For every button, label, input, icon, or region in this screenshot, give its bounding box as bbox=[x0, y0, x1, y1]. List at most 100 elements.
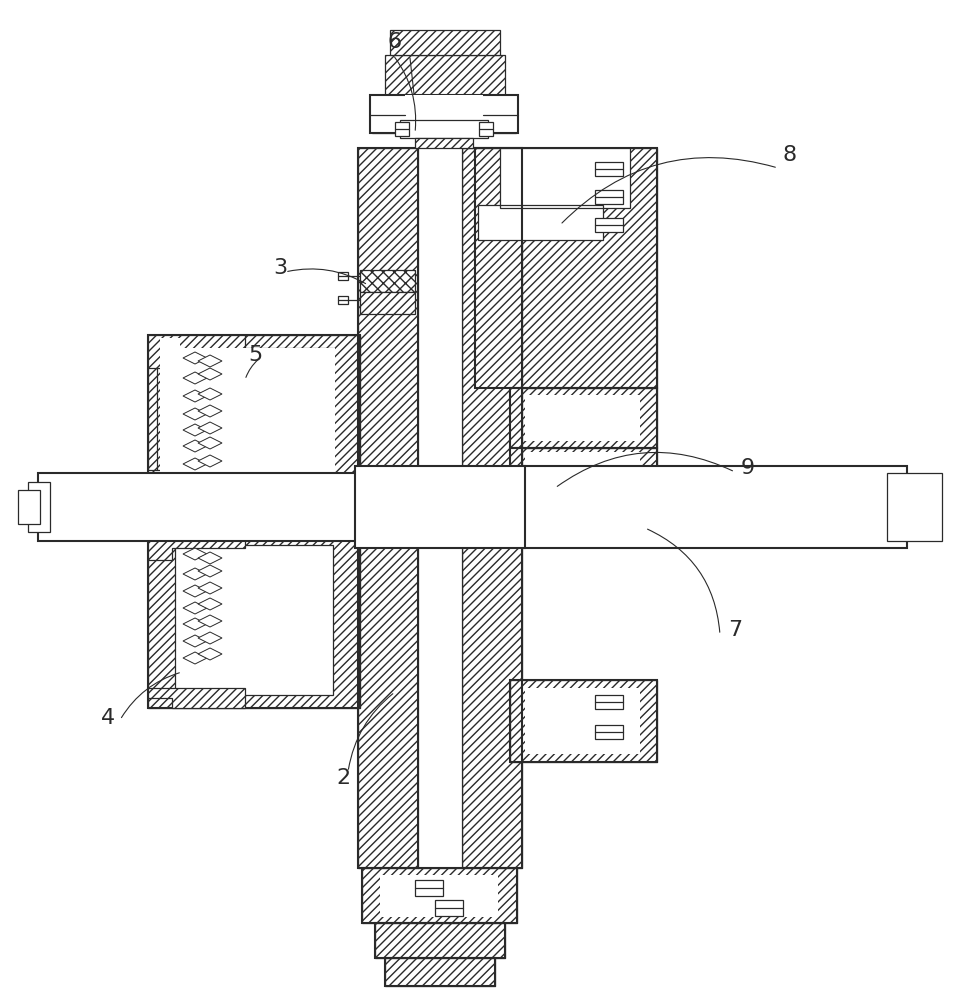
Bar bbox=[525, 452, 640, 476]
Bar bbox=[362, 868, 517, 923]
Bar bbox=[355, 466, 525, 548]
Polygon shape bbox=[198, 615, 222, 627]
Polygon shape bbox=[198, 422, 222, 434]
Bar bbox=[148, 335, 360, 490]
Text: 5: 5 bbox=[248, 345, 262, 365]
Text: 6: 6 bbox=[388, 32, 403, 52]
Polygon shape bbox=[198, 582, 222, 594]
Bar bbox=[160, 338, 180, 483]
Polygon shape bbox=[183, 372, 207, 384]
Bar bbox=[372, 95, 516, 133]
Bar bbox=[175, 348, 333, 476]
Polygon shape bbox=[183, 390, 207, 402]
Bar bbox=[38, 473, 358, 541]
Polygon shape bbox=[183, 352, 207, 364]
Polygon shape bbox=[198, 598, 222, 610]
Polygon shape bbox=[198, 552, 222, 564]
Bar bbox=[175, 545, 333, 695]
Text: 3: 3 bbox=[273, 258, 287, 278]
Text: 2: 2 bbox=[336, 768, 350, 788]
Bar bbox=[435, 900, 463, 916]
Bar bbox=[395, 122, 409, 136]
Bar bbox=[148, 530, 360, 708]
Bar bbox=[500, 148, 630, 208]
Polygon shape bbox=[148, 335, 245, 368]
Bar bbox=[595, 218, 623, 232]
Bar bbox=[595, 725, 623, 739]
Bar bbox=[385, 958, 495, 986]
Bar bbox=[525, 395, 640, 441]
Bar bbox=[478, 205, 603, 240]
Bar bbox=[479, 122, 493, 136]
Polygon shape bbox=[198, 565, 222, 577]
Bar bbox=[510, 388, 657, 448]
Bar bbox=[462, 148, 522, 868]
Bar bbox=[370, 95, 518, 133]
Polygon shape bbox=[183, 424, 207, 436]
Polygon shape bbox=[183, 568, 207, 580]
Polygon shape bbox=[148, 530, 245, 560]
Polygon shape bbox=[183, 618, 207, 630]
Bar bbox=[595, 695, 623, 709]
Text: 7: 7 bbox=[728, 620, 743, 640]
Bar bbox=[462, 148, 522, 868]
Bar bbox=[475, 148, 657, 388]
Bar bbox=[380, 875, 498, 917]
Polygon shape bbox=[183, 408, 207, 420]
Text: 9: 9 bbox=[741, 458, 755, 478]
Bar bbox=[148, 530, 360, 708]
Bar bbox=[375, 923, 505, 958]
Polygon shape bbox=[183, 635, 207, 647]
Text: 4: 4 bbox=[101, 708, 115, 728]
Polygon shape bbox=[183, 585, 207, 597]
Polygon shape bbox=[198, 355, 222, 367]
Bar bbox=[510, 680, 657, 762]
Bar bbox=[18, 490, 40, 524]
Polygon shape bbox=[198, 437, 222, 449]
Polygon shape bbox=[183, 548, 207, 560]
Polygon shape bbox=[183, 440, 207, 452]
Polygon shape bbox=[198, 388, 222, 400]
Text: 8: 8 bbox=[783, 145, 797, 165]
Bar bbox=[522, 466, 907, 548]
Bar bbox=[510, 448, 657, 480]
Bar bbox=[375, 923, 505, 958]
Bar bbox=[478, 205, 603, 240]
Bar bbox=[515, 480, 657, 530]
Bar bbox=[385, 958, 495, 986]
Bar bbox=[338, 296, 348, 304]
Bar bbox=[390, 30, 500, 55]
Polygon shape bbox=[198, 455, 222, 467]
Bar bbox=[528, 486, 640, 524]
Bar bbox=[510, 448, 657, 480]
Polygon shape bbox=[198, 368, 222, 380]
Bar bbox=[358, 148, 418, 868]
Bar bbox=[415, 138, 473, 148]
Bar bbox=[595, 190, 623, 204]
Bar bbox=[405, 95, 483, 133]
Bar bbox=[157, 338, 182, 483]
Polygon shape bbox=[183, 458, 207, 470]
Bar bbox=[358, 148, 418, 868]
Bar bbox=[525, 688, 640, 754]
Bar bbox=[360, 270, 415, 292]
Bar bbox=[400, 120, 488, 138]
Bar bbox=[510, 388, 657, 448]
Bar bbox=[510, 680, 657, 762]
Bar bbox=[385, 55, 505, 95]
Bar bbox=[515, 480, 657, 530]
Bar bbox=[418, 148, 462, 868]
Polygon shape bbox=[183, 602, 207, 614]
Bar bbox=[475, 148, 657, 388]
Polygon shape bbox=[198, 632, 222, 644]
Polygon shape bbox=[198, 648, 222, 660]
Bar bbox=[28, 482, 50, 532]
Bar bbox=[360, 292, 415, 314]
Bar bbox=[415, 880, 443, 896]
Bar bbox=[148, 335, 360, 490]
Polygon shape bbox=[148, 470, 245, 490]
Polygon shape bbox=[198, 405, 222, 417]
Bar bbox=[595, 162, 623, 176]
Bar bbox=[338, 272, 348, 280]
Polygon shape bbox=[183, 652, 207, 664]
